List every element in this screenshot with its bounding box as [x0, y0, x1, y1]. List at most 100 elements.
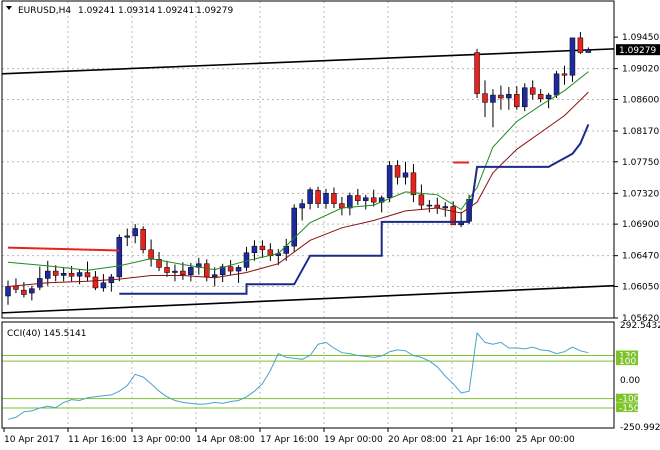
bear-candle	[529, 87, 536, 95]
bull-candle	[522, 87, 528, 108]
bear-candle	[394, 165, 401, 178]
bear-candle	[259, 245, 266, 251]
bull-candle	[291, 207, 297, 247]
bull-candle	[569, 37, 576, 76]
bear-candle	[537, 94, 544, 99]
chart-header: EURUSD,H4 1.09241 1.09314 1.09241 1.0927…	[6, 6, 233, 16]
bear-candle	[577, 37, 584, 53]
ohlc-high: 1.09314	[118, 6, 155, 16]
cci-plot	[2, 331, 614, 420]
bull-candle	[132, 228, 138, 237]
time-tick-label: 20 Apr 08:00	[388, 435, 447, 445]
trailing-stop-line	[119, 124, 590, 295]
bull-candle	[585, 49, 592, 53]
indicator-lines	[7, 71, 590, 295]
bull-candle	[553, 73, 560, 96]
bear-candle	[331, 193, 337, 204]
time-tick-label: 21 Apr 16:00	[452, 435, 511, 445]
bear-candle	[156, 259, 162, 268]
ohlc-open: 1.09241	[78, 6, 115, 16]
price-tick-label: 1.06900	[622, 220, 659, 230]
ma-slow-line	[7, 91, 589, 287]
cci-title: CCI(40) 145.5141	[7, 329, 87, 339]
bull-candle	[60, 273, 67, 276]
cci-tick-label: 292.5432	[620, 321, 660, 331]
price-tick-label: 1.07750	[622, 158, 659, 168]
bear-candle	[514, 94, 520, 108]
price-axis: 1.09450 1.09020 1.08600 1.08170 1.07750 1.073…	[614, 33, 659, 324]
bear-candle	[84, 272, 91, 278]
bear-candle	[68, 273, 75, 277]
current-price-tag: 1.09279	[616, 44, 660, 56]
bear-candle	[227, 266, 234, 272]
time-tick-label: 19 Apr 00:00	[324, 435, 383, 445]
price-tick-label: 1.08170	[622, 127, 659, 137]
price-tick-label: 1.06050	[622, 282, 659, 292]
bull-candle	[100, 282, 107, 289]
bull-candle	[363, 197, 369, 201]
symbol-timeframe: EURUSD,H4	[18, 6, 71, 16]
candlesticks	[5, 32, 592, 305]
red-level-line	[7, 246, 120, 252]
bull-candle	[402, 172, 409, 178]
bull-candle	[37, 278, 43, 288]
bull-candle	[307, 189, 313, 204]
current-price-label: 1.09279	[619, 46, 656, 56]
bull-candle	[323, 193, 329, 204]
time-tick-label: 13 Apr 00:00	[132, 435, 191, 445]
cci-level-tag	[616, 403, 638, 413]
bull-candle	[211, 274, 218, 278]
time-tick-label: 17 Apr 16:00	[260, 435, 319, 445]
cci-tick-label: 0.00	[620, 376, 640, 386]
price-tick-label: 1.09020	[622, 65, 659, 75]
bull-candle	[5, 286, 11, 297]
cci-level-label: -150	[619, 404, 640, 414]
trendlines	[1, 48, 615, 314]
bear-candle	[148, 249, 154, 260]
bull-candle	[124, 235, 130, 238]
bull-candle	[29, 288, 35, 294]
time-axis: 10 Apr 2017 11 Apr 16:00 13 Apr 00:00 14 Ap…	[3, 428, 575, 445]
bear-candle	[474, 52, 480, 94]
bull-candle	[251, 245, 258, 253]
price-tick-label: 1.07320	[622, 189, 659, 199]
bear-candle	[140, 229, 146, 251]
cci-frame	[1, 321, 615, 429]
bull-candle	[442, 206, 448, 209]
bull-candle	[490, 94, 496, 103]
collapse-triangle-icon[interactable]	[6, 6, 12, 10]
ohlc-low: 1.09241	[157, 6, 194, 16]
price-tick-label: 1.06470	[622, 252, 659, 262]
bear-candle	[561, 73, 568, 76]
bear-candle	[410, 172, 417, 196]
cci-level-label: 100	[619, 357, 636, 367]
bear-candle	[92, 276, 99, 289]
trend-line	[1, 284, 615, 314]
bear-candle	[370, 197, 377, 203]
cci-level-label: -100	[619, 395, 640, 405]
bear-candle	[450, 206, 456, 226]
cci-level-tag	[616, 350, 638, 360]
bull-candle	[116, 237, 123, 278]
bear-candle	[164, 267, 170, 273]
current-price-box	[616, 44, 660, 56]
cci-level-tag	[616, 356, 638, 366]
price-tick-label: 1.05620	[622, 314, 659, 324]
time-tick-label: 14 Apr 08:00	[196, 435, 255, 445]
bear-candle	[52, 270, 59, 276]
bull-candle	[299, 203, 305, 209]
bull-candle	[545, 94, 552, 99]
bull-candle	[426, 204, 433, 207]
bull-candle	[188, 267, 194, 275]
bear-candle	[180, 270, 186, 275]
bear-candle	[355, 195, 361, 201]
ohlc-close: 1.09279	[196, 6, 233, 16]
bull-candle	[386, 165, 393, 198]
trend-line	[1, 48, 615, 75]
bull-candle	[506, 94, 512, 99]
bull-candle	[45, 270, 51, 279]
bear-candle	[315, 190, 321, 204]
price-tick-label: 1.08600	[622, 95, 659, 105]
